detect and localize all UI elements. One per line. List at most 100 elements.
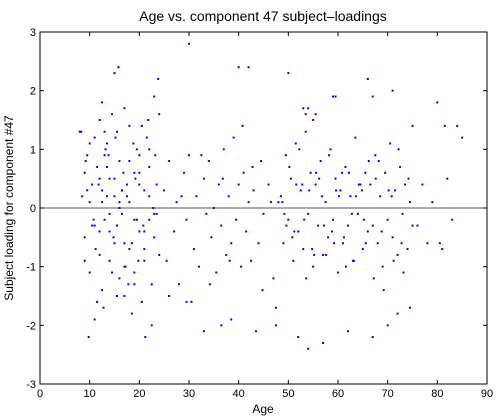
data-point xyxy=(87,336,90,339)
x-tick-label: 70 xyxy=(382,388,394,400)
data-point xyxy=(237,66,240,69)
data-point xyxy=(111,271,114,274)
data-point xyxy=(225,253,228,256)
data-point xyxy=(349,195,352,198)
data-point xyxy=(456,124,459,127)
data-point xyxy=(153,212,156,215)
data-point xyxy=(143,259,146,262)
y-tick-label: -1 xyxy=(26,262,36,274)
data-point xyxy=(103,218,106,221)
data-point xyxy=(96,300,99,303)
data-point xyxy=(230,318,233,321)
data-point xyxy=(118,160,121,163)
data-point xyxy=(220,224,223,227)
data-point xyxy=(228,259,231,262)
data-point xyxy=(309,171,312,174)
data-point xyxy=(287,218,290,221)
data-point xyxy=(411,224,414,227)
data-point xyxy=(346,224,349,227)
data-point xyxy=(396,253,399,256)
data-point xyxy=(232,136,235,139)
data-point xyxy=(230,242,233,245)
data-point xyxy=(106,142,109,145)
data-point xyxy=(133,271,136,274)
data-point xyxy=(138,230,141,233)
data-point xyxy=(128,124,131,127)
data-point xyxy=(143,230,146,233)
data-point xyxy=(93,318,96,321)
x-tick-label: 20 xyxy=(133,388,145,400)
data-point xyxy=(91,224,94,227)
data-point xyxy=(293,230,296,233)
data-point xyxy=(220,324,223,327)
data-point xyxy=(108,259,111,262)
data-point xyxy=(386,324,389,327)
data-point xyxy=(115,295,118,297)
data-point xyxy=(150,283,153,286)
data-point xyxy=(104,148,107,151)
data-point xyxy=(222,148,225,151)
y-tick-label: -2 xyxy=(26,320,36,332)
data-point xyxy=(328,154,331,157)
data-point xyxy=(101,189,104,192)
data-point xyxy=(96,165,99,168)
data-point xyxy=(83,171,86,174)
data-point xyxy=(120,189,123,192)
data-point xyxy=(157,77,160,80)
data-point xyxy=(301,183,304,186)
data-point xyxy=(377,160,380,163)
data-point xyxy=(237,183,240,186)
data-point xyxy=(135,218,138,221)
data-point xyxy=(401,212,404,215)
data-point xyxy=(197,265,200,268)
data-point xyxy=(128,248,131,251)
data-point xyxy=(400,242,403,245)
data-point xyxy=(221,177,224,180)
data-point xyxy=(130,312,133,315)
data-point xyxy=(321,195,324,198)
data-point xyxy=(148,218,151,221)
data-point xyxy=(389,142,392,145)
data-point xyxy=(314,113,317,116)
data-point xyxy=(154,154,157,157)
data-point xyxy=(384,171,387,174)
data-point xyxy=(371,95,374,98)
data-point xyxy=(426,242,429,245)
data-point xyxy=(281,201,284,204)
data-point xyxy=(115,130,118,133)
data-point xyxy=(190,300,193,303)
data-point xyxy=(142,224,145,227)
data-point xyxy=(138,154,141,157)
data-point xyxy=(292,259,295,262)
data-point xyxy=(298,148,301,151)
data-point xyxy=(111,113,114,116)
data-point xyxy=(416,224,419,227)
data-point xyxy=(295,183,298,186)
data-point xyxy=(406,248,409,251)
data-point xyxy=(302,107,305,110)
data-point xyxy=(347,171,350,174)
data-point xyxy=(88,142,91,145)
data-point xyxy=(148,165,151,168)
data-point xyxy=(125,183,128,186)
data-point xyxy=(322,341,325,344)
data-point xyxy=(101,289,104,292)
data-point xyxy=(128,201,131,204)
data-point xyxy=(86,154,89,157)
data-point xyxy=(325,253,328,256)
data-point xyxy=(101,101,104,104)
data-point xyxy=(118,201,121,204)
data-point xyxy=(108,212,111,215)
data-point xyxy=(288,165,291,168)
data-point xyxy=(152,207,155,209)
data-point xyxy=(165,259,168,262)
data-point xyxy=(318,177,321,180)
data-point xyxy=(367,160,370,163)
data-point xyxy=(332,95,335,98)
data-point xyxy=(241,124,244,127)
x-tick-label: 50 xyxy=(282,388,294,400)
data-point xyxy=(451,218,454,221)
data-point xyxy=(327,236,330,239)
data-point xyxy=(364,171,367,174)
data-point xyxy=(132,142,135,145)
